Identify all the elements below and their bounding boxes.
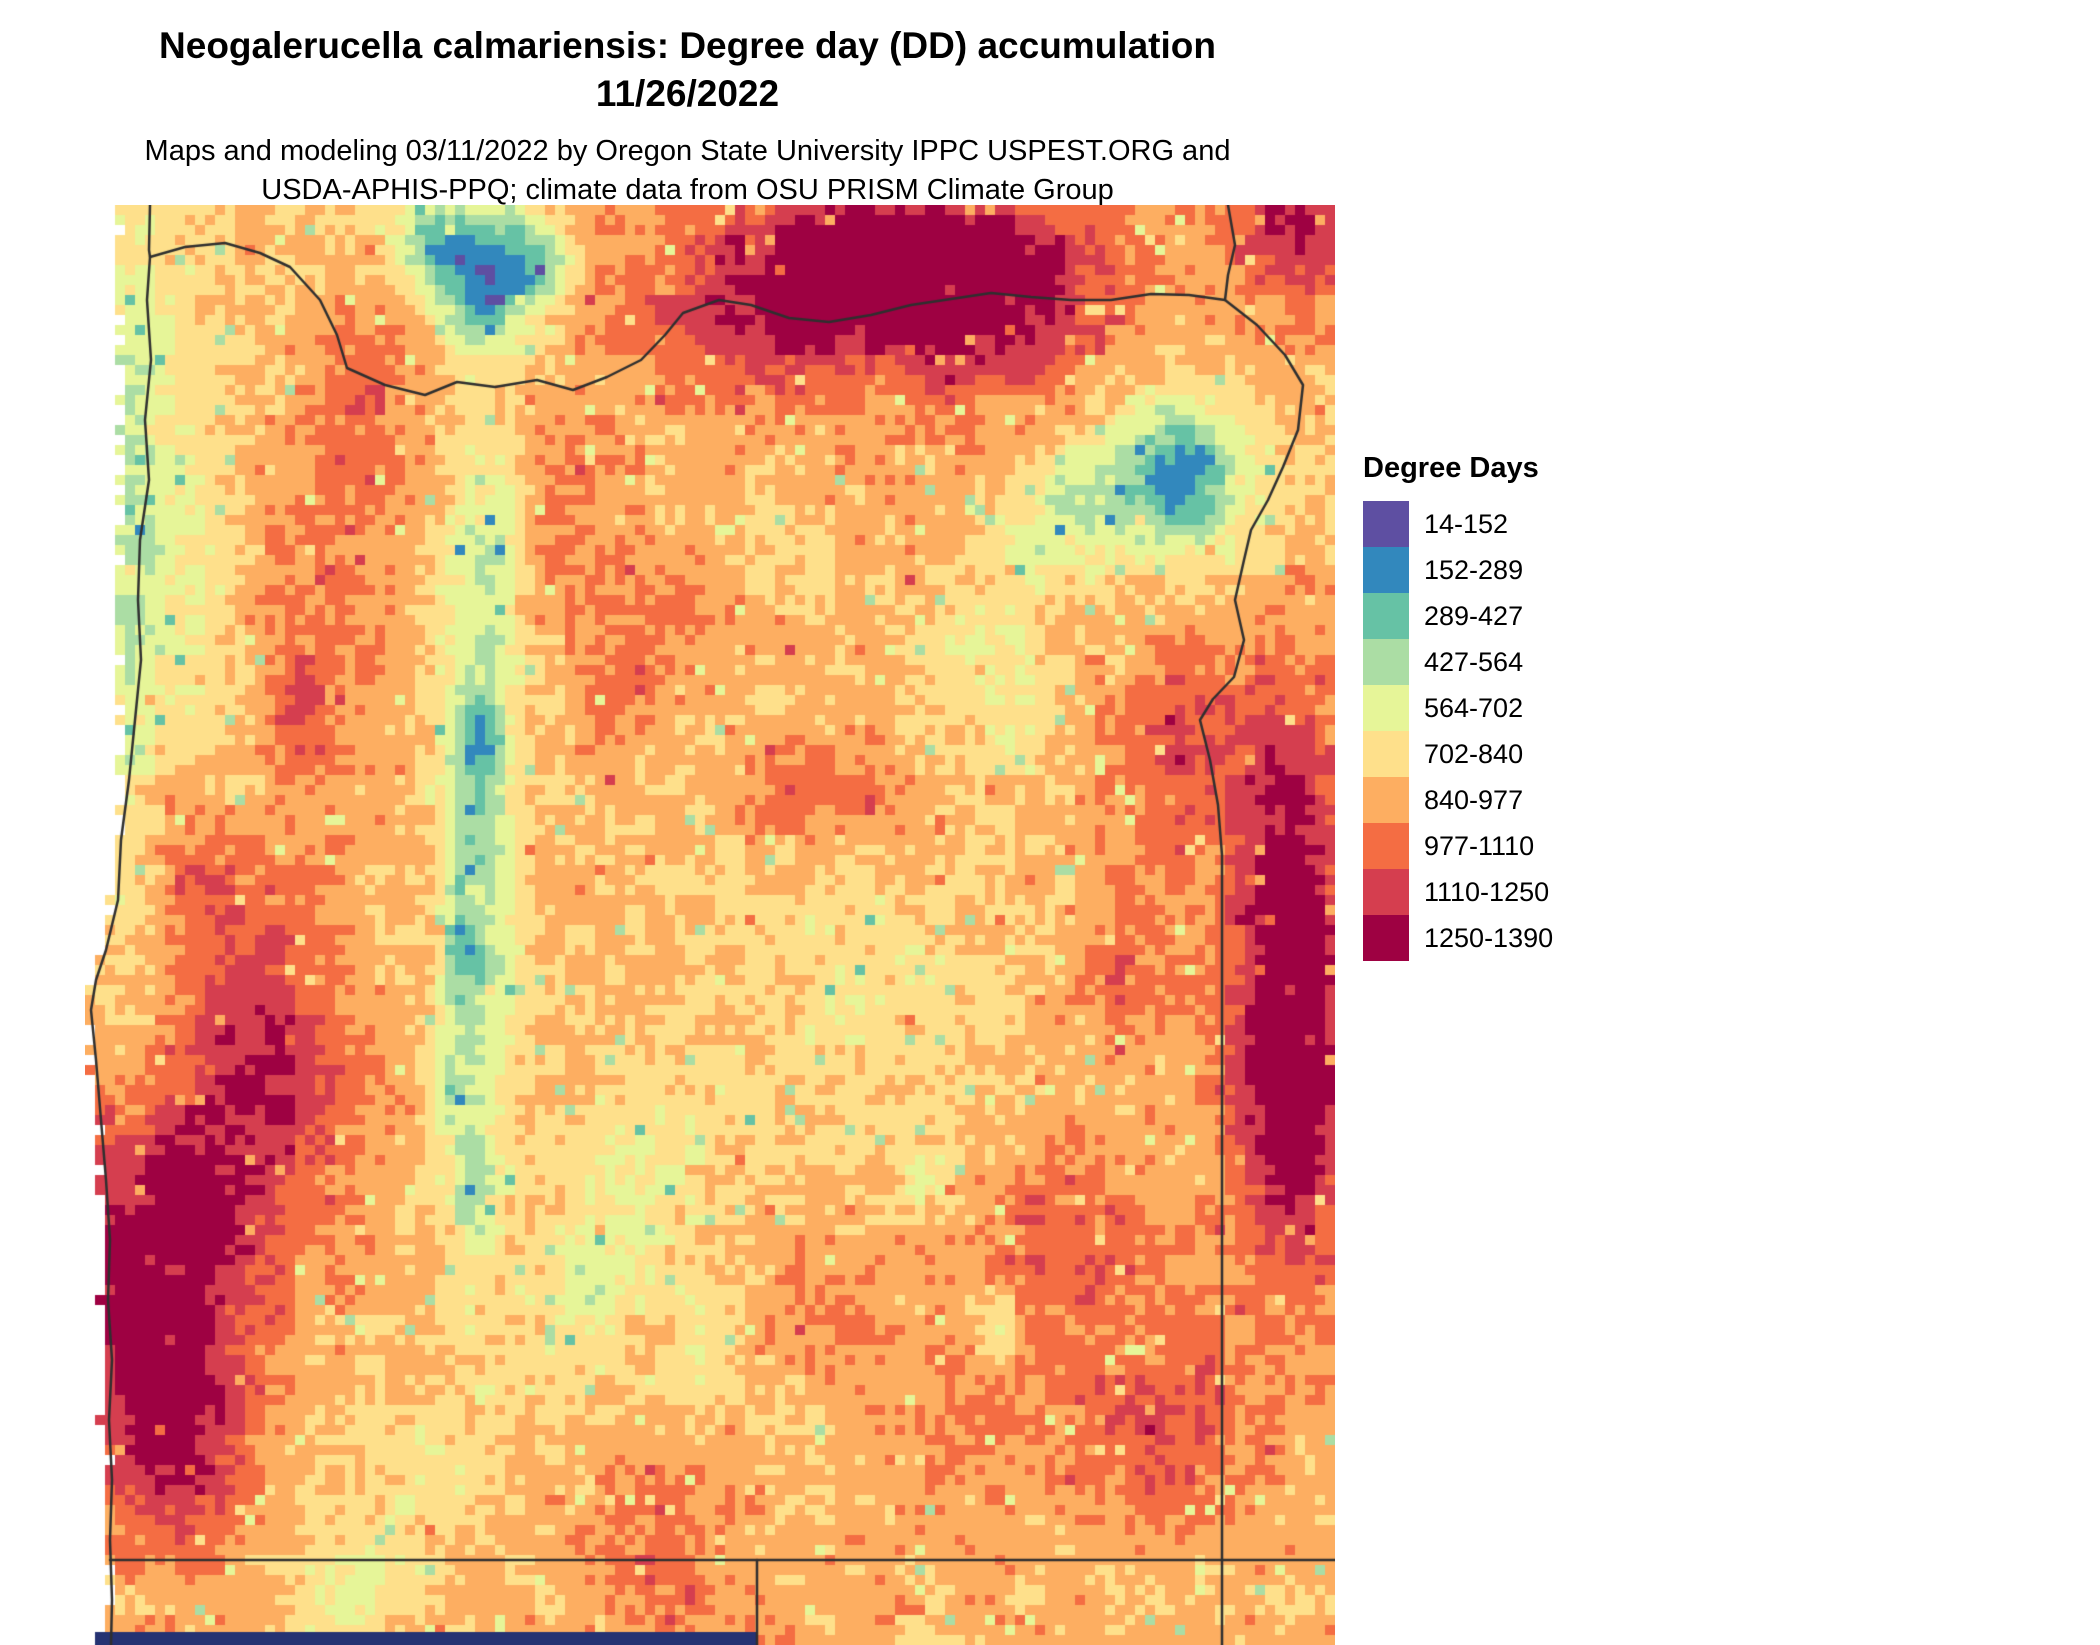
legend-row: 840-977 xyxy=(1363,777,1693,823)
legend-row: 1110-1250 xyxy=(1363,869,1693,915)
legend-title: Degree Days xyxy=(1363,452,1539,484)
legend-bin-label: 289-427 xyxy=(1424,600,1524,631)
legend-bin-label: 702-840 xyxy=(1424,738,1524,769)
title-block: Neogalerucella calmariensis: Degree day … xyxy=(0,22,1375,210)
legend-swatch xyxy=(1363,501,1409,547)
legend-swatch xyxy=(1363,777,1409,823)
legend-swatch xyxy=(1363,823,1409,869)
legend-swatch xyxy=(1363,869,1409,915)
legend-bin-label: 1250-1390 xyxy=(1424,922,1554,953)
legend-row: 702-840 xyxy=(1363,731,1693,777)
subtitle-line-2: USDA-APHIS-PPQ; climate data from OSU PR… xyxy=(261,174,1114,207)
legend-bin-label: 1110-1250 xyxy=(1424,876,1550,907)
legend-swatch xyxy=(1363,547,1409,593)
legend-swatch xyxy=(1363,593,1409,639)
degree-day-map xyxy=(85,205,1335,1645)
legend-bin-label: 152-289 xyxy=(1424,554,1524,585)
legend-swatch xyxy=(1363,685,1409,731)
legend-row: 289-427 xyxy=(1363,593,1693,639)
legend-row: 427-564 xyxy=(1363,639,1693,685)
legend-bins: 14-152 152-289 289-427 427-564 564-702 702-84… xyxy=(1363,501,1693,961)
legend-bin-label: 977-1110 xyxy=(1424,830,1535,861)
legend-row: 152-289 xyxy=(1363,547,1693,593)
map-date: 11/26/2022 xyxy=(595,73,780,115)
legend-swatch xyxy=(1363,639,1409,685)
map-title: Neogalerucella calmariensis: Degree day … xyxy=(159,25,1216,66)
subtitle-line-1: Maps and modeling 03/11/2022 by Oregon S… xyxy=(144,135,1231,168)
subtitle-block: Maps and modeling 03/11/2022 by Oregon S… xyxy=(0,132,1375,210)
legend-bin-label: 427-564 xyxy=(1424,646,1524,677)
legend-bin-label: 14-152 xyxy=(1424,508,1509,539)
legend-swatch xyxy=(1363,731,1409,777)
legend: Degree Days 14-152 152-289 289-427 427-564 5… xyxy=(1363,452,1693,961)
legend-row: 977-1110 xyxy=(1363,823,1693,869)
legend-bin-label: 840-977 xyxy=(1424,784,1524,815)
legend-swatch xyxy=(1363,915,1409,961)
legend-row: 14-152 xyxy=(1363,501,1693,547)
legend-row: 564-702 xyxy=(1363,685,1693,731)
legend-row: 1250-1390 xyxy=(1363,915,1693,961)
legend-bin-label: 564-702 xyxy=(1424,692,1524,723)
